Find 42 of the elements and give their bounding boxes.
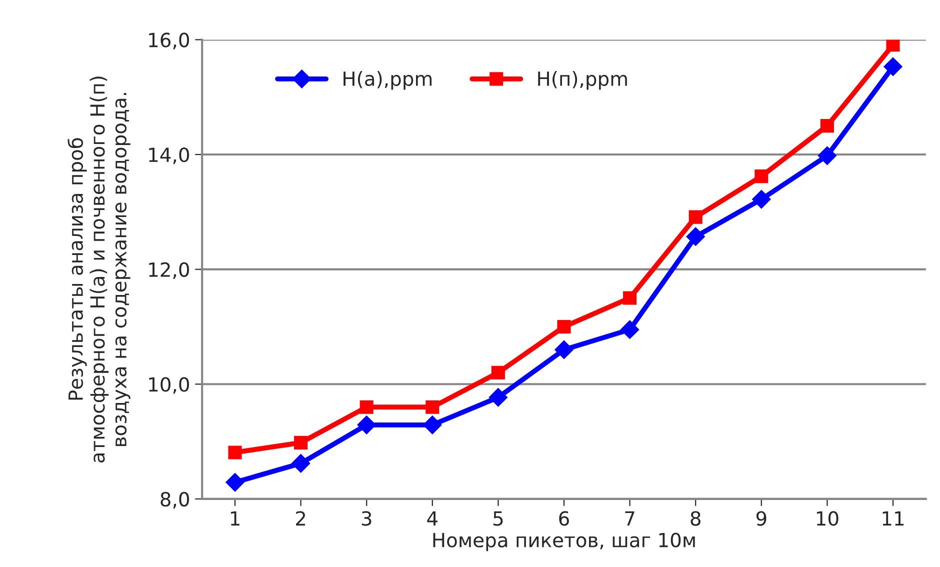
point: [554, 340, 574, 360]
point: [226, 472, 244, 492]
point: [754, 170, 768, 184]
x-tick-label: 6: [559, 511, 569, 526]
y-axis-title: Результаты анализа проб атмосферного Н(а) и почвенного Н(п) воздуха на содержание водорода.: [68, 76, 130, 463]
y-tick-label: 16,0: [149, 32, 190, 50]
point: [360, 400, 374, 414]
point: [426, 400, 440, 414]
point: [686, 227, 705, 246]
x-tick-label: 4: [427, 511, 438, 526]
point: [688, 210, 702, 224]
x-tick-label: 8: [690, 511, 700, 526]
x-tick-label: 10: [816, 511, 838, 526]
x-axis-title: Номера пикетов, шаг 10м: [433, 532, 695, 552]
point: [423, 416, 442, 434]
point: [818, 146, 837, 166]
y-tick-label: 8,0: [160, 492, 190, 509]
x-tick-label: 2: [296, 511, 306, 526]
point: [623, 291, 637, 305]
point: [228, 446, 242, 460]
x-tick-label: 1: [230, 511, 240, 526]
point: [886, 40, 900, 52]
y-tick-label: 14,0: [149, 147, 190, 164]
point: [291, 454, 310, 473]
point: [491, 366, 505, 380]
x-tick-label: 5: [494, 511, 503, 526]
x-tick-label: 9: [756, 511, 766, 526]
point: [752, 190, 771, 209]
x-tick-label: 3: [362, 511, 372, 526]
y-tick-label: 12,0: [149, 262, 190, 279]
point: [294, 436, 308, 450]
point: [357, 416, 376, 434]
y-tick-label: 10,0: [149, 377, 190, 394]
point: [820, 119, 834, 133]
point: [557, 320, 571, 334]
point: [620, 320, 640, 339]
point: [488, 388, 508, 407]
legend-label: Н(а),ppm: [344, 70, 432, 90]
x-tick-label: 7: [625, 511, 634, 526]
point: [884, 57, 902, 76]
x-tick-label: 11: [882, 511, 904, 526]
legend-label: Н(п),ppm: [538, 70, 627, 90]
